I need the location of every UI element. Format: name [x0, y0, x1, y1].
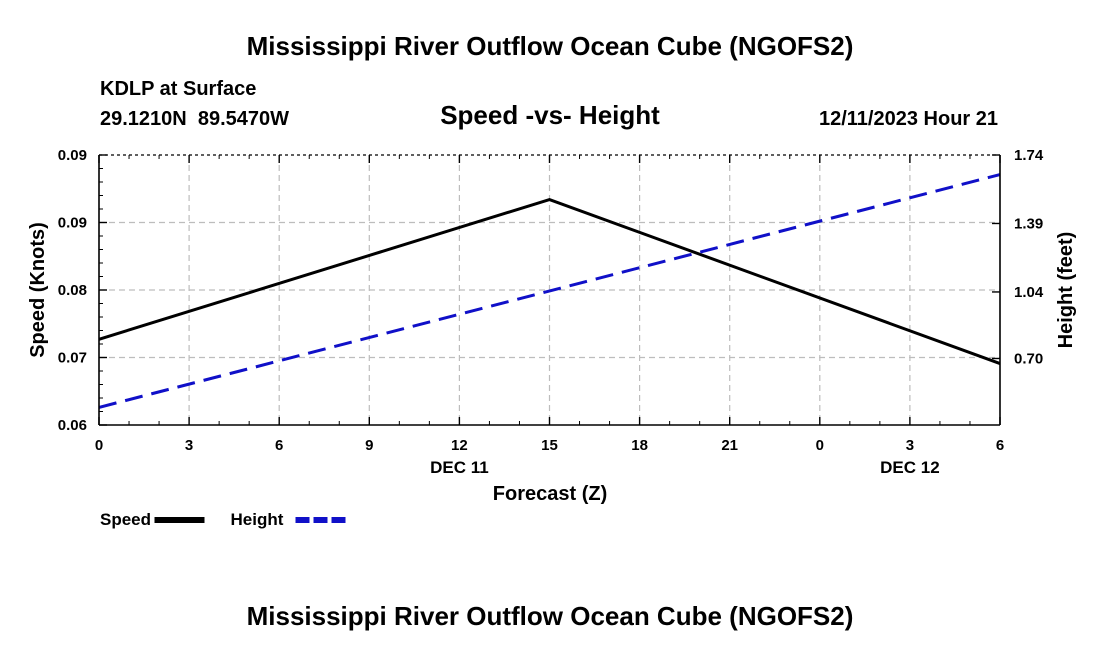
x-tick-label: 6: [996, 437, 1004, 454]
plot-title: Speed -vs- Height: [440, 100, 660, 130]
plot-frame: [98, 155, 1001, 426]
y2-tick-label: 1.04: [1014, 284, 1044, 301]
legend-label-speed: Speed: [100, 510, 151, 529]
date-label: DEC 11: [430, 458, 489, 477]
station-label: KDLP at Surface: [100, 78, 256, 100]
x-tick-label: 9: [365, 437, 373, 454]
x-tick-label: 0: [95, 437, 103, 454]
y-tick-label: 0.07: [58, 350, 87, 367]
y-axis-label: Speed (Knots): [27, 222, 49, 358]
y-tick-label: 0.09: [58, 215, 87, 232]
legend: Speed Height: [100, 510, 346, 529]
legend-label-height: Height: [231, 510, 284, 529]
x-tick-label: 12: [451, 437, 468, 454]
x-tick-label: 0: [816, 437, 824, 454]
tick-labels: 0 3 6 9 12 15 18 21 0 3 6 DEC 11 DEC 12 0.06 0.07 0.08 0…: [58, 147, 1044, 477]
x-tick-label: 21: [721, 437, 738, 454]
speed-series-line: [98, 197, 1001, 365]
x-axis-label: Forecast (Z): [493, 483, 607, 505]
y2-tick-label: 1.39: [1014, 215, 1043, 232]
series-lines: [98, 173, 1001, 409]
y2-tick-label: 1.74: [1014, 147, 1044, 164]
y2-axis-label: Height (feet): [1055, 232, 1077, 349]
date-label: DEC 12: [880, 458, 940, 477]
bottom-title: Mississippi River Outflow Ocean Cube (NG…: [247, 601, 854, 631]
y-tick-label: 0.06: [58, 417, 87, 434]
x-tick-label: 3: [906, 437, 914, 454]
y-tick-label: 0.08: [58, 282, 87, 299]
x-tick-label: 3: [185, 437, 193, 454]
y-tick-label: 0.09: [58, 147, 87, 164]
x-tick-label: 6: [275, 437, 283, 454]
main-title: Mississippi River Outflow Ocean Cube (NG…: [247, 31, 854, 61]
x-tick-label: 18: [631, 437, 648, 454]
station-coords: 29.1210N 89.5470W: [100, 108, 289, 130]
x-tick-label: 15: [541, 437, 558, 454]
height-series-line: [98, 173, 1001, 409]
y2-tick-label: 0.70: [1014, 350, 1043, 367]
forecast-datetime: 12/11/2023 Hour 21: [819, 108, 998, 130]
